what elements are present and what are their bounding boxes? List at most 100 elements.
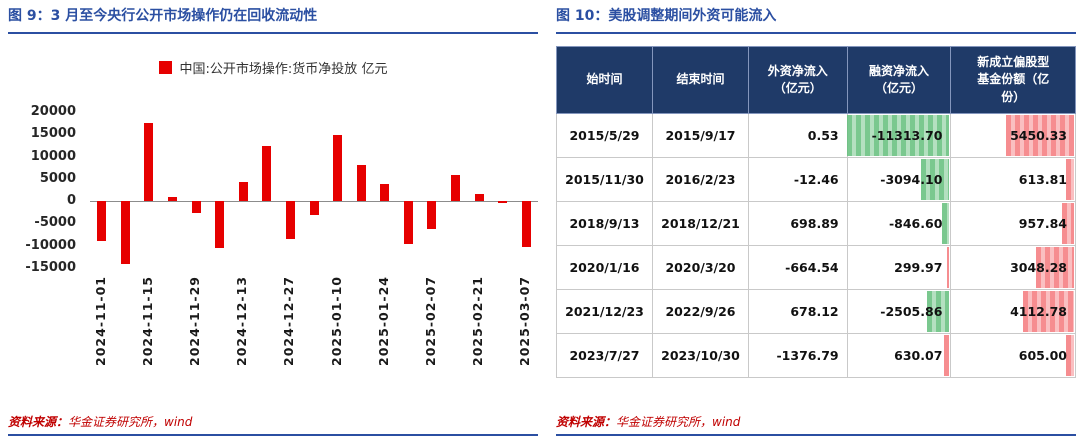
date-cell: 2021/12/23 xyxy=(556,289,653,335)
value-cell: 605.00 xyxy=(950,333,1076,379)
source-prefix: 资料来源： xyxy=(556,415,617,429)
plot-area xyxy=(90,112,538,268)
x-tick-label: 2024-11-29 xyxy=(187,276,203,366)
positive-databar xyxy=(1006,115,1074,157)
date-cell: 2016/2/23 xyxy=(652,157,749,203)
column-header: 外资净流入 （亿元） xyxy=(748,45,848,115)
y-tick-label: 15000 xyxy=(30,126,76,142)
date-cell: 2015/5/29 xyxy=(556,113,653,159)
figure-10-panel: 图 10：美股调整期间外资可能流入 始时间 结束时间 外资净流入 （亿元） 融资净流入… xyxy=(556,6,1076,436)
date-cell: 2020/1/16 xyxy=(556,245,653,291)
x-tick-label: 2024-11-01 xyxy=(92,276,108,366)
y-tick-label: 10000 xyxy=(30,148,76,164)
bar xyxy=(521,201,531,248)
positive-databar xyxy=(1035,247,1074,289)
date-cell: 2020/3/20 xyxy=(652,245,749,291)
value-cell: 3048.28 xyxy=(950,245,1076,291)
value-cell: -3094.10 xyxy=(846,157,952,203)
bar xyxy=(474,193,484,202)
y-tick-label: 5000 xyxy=(39,170,76,186)
table-body: 2015/5/29 2015/9/17 0.53 -11313.70 5450.33 20… xyxy=(556,113,1076,379)
x-tick-label: 2025-03-07 xyxy=(517,276,533,366)
value-cell: -664.54 xyxy=(748,245,848,291)
column-header: 结束时间 xyxy=(652,45,749,115)
value-cell: 698.89 xyxy=(748,201,848,247)
bar xyxy=(333,134,343,202)
y-tick-label: -10000 xyxy=(25,237,76,253)
value-cell: 957.84 xyxy=(950,201,1076,247)
table-row: 2023/7/27 2023/10/30 -1376.79 630.07 605.00 xyxy=(556,333,1076,379)
value-cell: -12.46 xyxy=(748,157,848,203)
bar xyxy=(238,181,248,202)
value-cell: 0.53 xyxy=(748,113,848,159)
negative-databar xyxy=(921,159,950,201)
x-tick-label: 2025-01-24 xyxy=(375,276,391,366)
negative-databar xyxy=(846,115,950,157)
value-cell: -2505.86 xyxy=(846,289,952,335)
bar xyxy=(450,175,460,202)
bar xyxy=(215,201,225,249)
value-cell: 613.81 xyxy=(950,157,1076,203)
date-cell: 2015/11/30 xyxy=(556,157,653,203)
positive-databar xyxy=(1066,159,1074,201)
positive-databar xyxy=(1062,203,1074,245)
source-text: 华金证券研究所，wind xyxy=(68,415,193,429)
negative-databar xyxy=(941,203,950,245)
table-row: 2015/11/30 2016/2/23 -12.46 -3094.10 613.81 xyxy=(556,157,1076,203)
fund-flow-table: 始时间 结束时间 外资净流入 （亿元） 融资净流入 （亿元） 新成立偏股型 基金份额（亿… xyxy=(556,45,1076,379)
table-row: 2020/1/16 2020/3/20 -664.54 299.97 3048.28 xyxy=(556,245,1076,291)
bottom-rule xyxy=(8,434,538,436)
legend-label: 中国:公开市场操作:货币净投放 亿元 xyxy=(179,62,388,77)
date-cell: 2018/9/13 xyxy=(556,201,653,247)
date-cell: 2022/9/26 xyxy=(652,289,749,335)
x-tick-label: 2025-01-10 xyxy=(328,276,344,366)
bar xyxy=(498,201,508,204)
chart-legend: 中国:公开市场操作:货币净投放 亿元 xyxy=(8,58,538,77)
bar xyxy=(403,201,413,245)
date-cell: 2015/9/17 xyxy=(652,113,749,159)
y-axis: 20000 15000 10000 5000 0 -5000 -10000 -15000 xyxy=(8,104,82,275)
positive-databar xyxy=(1022,291,1074,333)
positive-databar xyxy=(943,335,950,377)
legend-red-square-icon xyxy=(158,61,172,74)
bar xyxy=(168,197,178,202)
value-cell: -846.60 xyxy=(846,201,952,247)
bar xyxy=(285,201,295,239)
bar xyxy=(427,201,437,230)
value-cell: 630.07 xyxy=(846,333,952,379)
date-cell: 2018/12/21 xyxy=(652,201,749,247)
figure-10-title: 图 10：美股调整期间外资可能流入 xyxy=(556,6,1076,34)
x-tick-label: 2024-12-27 xyxy=(281,276,297,366)
positive-databar xyxy=(946,247,950,289)
source-prefix: 资料来源： xyxy=(8,415,69,429)
y-tick-label: -5000 xyxy=(34,215,76,231)
figure-10-source: 资料来源：华金证券研究所，wind xyxy=(556,413,1076,430)
figure-9-panel: 图 9：3 月至今央行公开市场操作仍在回收流动性 中国:公开市场操作:货币净投放… xyxy=(8,6,538,436)
date-cell: 2023/7/27 xyxy=(556,333,653,379)
value-cell: 678.12 xyxy=(748,289,848,335)
value-cell: 299.97 xyxy=(846,245,952,291)
bar xyxy=(262,146,272,202)
column-header: 新成立偏股型 基金份额（亿 份） xyxy=(950,45,1076,115)
bar xyxy=(191,201,201,213)
negative-databar xyxy=(926,291,950,333)
y-tick-label: -15000 xyxy=(25,260,76,275)
x-tick-label: 2024-12-13 xyxy=(234,276,250,366)
bar-chart: 中国:公开市场操作:货币净投放 亿元 20000 15000 10000 5000 0 -… xyxy=(8,36,538,406)
x-tick-label: 2024-11-15 xyxy=(139,276,155,366)
value-cell: 5450.33 xyxy=(950,113,1076,159)
y-tick-label: 20000 xyxy=(30,104,76,119)
date-cell: 2023/10/30 xyxy=(652,333,749,379)
table-row: 2015/5/29 2015/9/17 0.53 -11313.70 5450.33 xyxy=(556,113,1076,159)
figure-9-source: 资料来源：华金证券研究所，wind xyxy=(8,413,538,430)
bar xyxy=(380,183,390,202)
positive-databar xyxy=(1066,335,1074,377)
bar xyxy=(356,165,366,202)
x-tick-label: 2025-02-07 xyxy=(422,276,438,366)
value-cell: 4112.78 xyxy=(950,289,1076,335)
source-text: 华金证券研究所，wind xyxy=(616,415,741,429)
value-cell: -11313.70 xyxy=(846,113,952,159)
bar xyxy=(144,123,154,202)
bar xyxy=(120,201,130,264)
